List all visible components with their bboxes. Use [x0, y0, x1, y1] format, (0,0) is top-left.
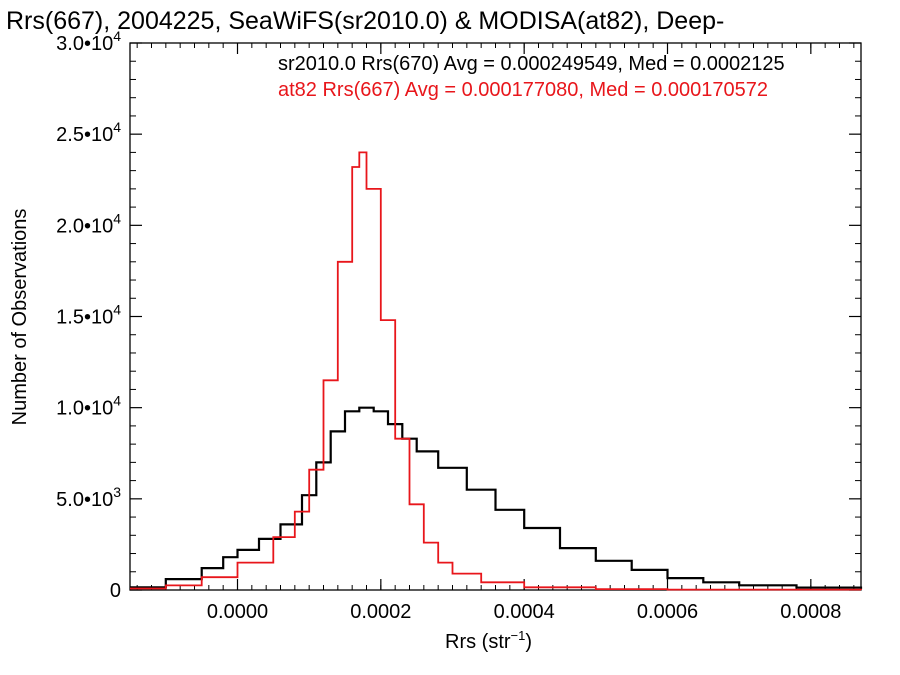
y-tick-exponent: 4	[113, 393, 121, 409]
y-tick-mantissa: 2.5•10	[56, 124, 113, 146]
y-tick-mantissa: 1.0•10	[56, 398, 113, 420]
series-line-red	[130, 151, 862, 591]
y-tick-label: 1.5•104	[56, 302, 121, 329]
y-tick-mantissa: 1.5•10	[56, 307, 113, 329]
y-tick-label: 2.5•104	[56, 119, 121, 146]
y-axis-label: Number of Observations	[9, 209, 31, 426]
x-axis-label-main: Rrs (str	[445, 631, 511, 653]
y-tick-exponent: 4	[113, 210, 121, 226]
y-tick-mantissa: 3.0•10	[56, 33, 113, 55]
legend-entry-black: sr2010.0 Rrs(670) Avg = 0.000249549, Med…	[278, 53, 785, 75]
y-tick-exponent: 4	[113, 28, 121, 44]
x-axis-label-end: )	[525, 631, 532, 653]
y-tick-mantissa: 5.0•10	[56, 489, 113, 511]
x-tick-label: 0.0002	[350, 601, 411, 623]
y-tick-label: 3.0•104	[56, 28, 121, 55]
series-line-black	[130, 406, 863, 589]
y-tick-label: 2.0•104	[56, 210, 121, 237]
y-tick-label: 0	[110, 580, 121, 602]
y-tick-exponent: 4	[113, 302, 121, 318]
y-tick-label: 1.0•104	[56, 393, 121, 420]
y-tick-exponent: 3	[113, 484, 121, 500]
legend-entry-red: at82 Rrs(667) Avg = 0.000177080, Med = 0…	[278, 79, 768, 101]
y-tick-exponent: 4	[113, 119, 121, 135]
x-tick-label: 0.0008	[780, 601, 841, 623]
x-tick-label: 0.0004	[494, 601, 555, 623]
y-tick-label: 5.0•103	[56, 484, 121, 511]
x-tick-label: 0.0006	[637, 601, 698, 623]
series-layer	[130, 151, 863, 591]
y-tick-mantissa: 2.0•10	[56, 215, 113, 237]
chart-title: Rrs(667), 2004225, SeaWiFS(sr2010.0) & M…	[6, 7, 724, 35]
axis-ticks: 0.0000 0.0002 0.0004 0.0006 0.0008 0 5.0•103 1.…	[56, 28, 861, 623]
x-axis-label-sup: −1	[511, 628, 526, 643]
legend: sr2010.0 Rrs(670) Avg = 0.000249549, Med…	[278, 53, 785, 101]
y-tick-mantissa: 0	[110, 580, 121, 602]
x-tick-label: 0.0000	[207, 601, 268, 623]
x-axis-label: Rrs (str−1)	[445, 628, 532, 653]
